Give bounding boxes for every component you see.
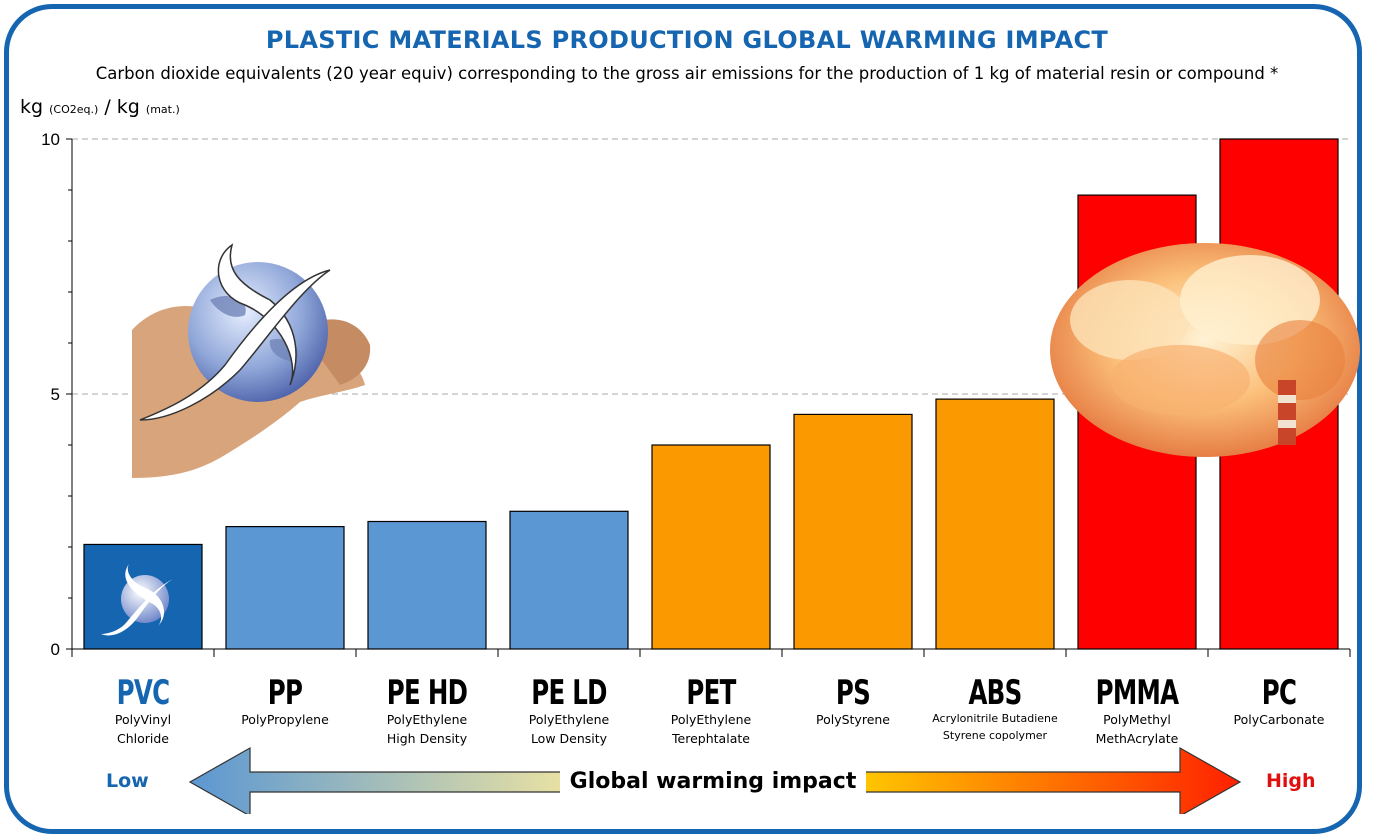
category-label: PE HD PolyEthylene High Density [357, 676, 497, 748]
category-name-line2: Styrene copolymer [942, 729, 1048, 742]
category-label: ABS Acrylonitrile Butadiene Styrene copoly… [925, 676, 1065, 744]
y-tick-label: 0 [51, 640, 60, 659]
y-unit-kg-1: kg [20, 96, 44, 118]
category-code: PET [686, 673, 736, 713]
category-code: PE HD [386, 673, 468, 713]
globe-logo-icon [101, 564, 173, 636]
category-code: PP [267, 673, 303, 713]
category-label: PVC PolyVinyl Chloride [73, 676, 213, 748]
category-code: PVC [116, 673, 170, 713]
bar-ps [793, 413, 913, 650]
bar-abs [935, 398, 1055, 650]
category-name-line1: PolyVinyl [114, 712, 172, 727]
category-name-line2: MethAcrylate [1095, 731, 1179, 746]
scale-high-label: High [1266, 770, 1316, 792]
y-tick-labels: 0 5 10 [41, 130, 60, 659]
hands-globe-image [132, 243, 371, 478]
category-code: PE LD [531, 673, 607, 713]
scale-impact-label: Global warming impact [560, 769, 866, 794]
category-name-line1: PolyStyrene [815, 712, 890, 727]
category-label: PET PolyEthylene Terephtalate [641, 676, 781, 748]
category-name-line1: PolyPropylene [241, 712, 329, 727]
category-label: PMMA PolyMethyl MethAcrylate [1067, 676, 1207, 748]
category-name-line1: PolyEthylene [386, 712, 468, 727]
category-name-line1: PolyCarbonate [1233, 712, 1325, 727]
chart-subtitle: Carbon dioxide equivalents (20 year equi… [95, 64, 1279, 83]
category-code: PMMA [1095, 673, 1179, 713]
y-tick-label: 10 [41, 130, 60, 149]
category-code: PC [1261, 673, 1297, 713]
bar-chart: 0 5 10 [41, 130, 1360, 814]
category-name-line2: Low Density [530, 731, 608, 746]
bar-pe-ld [509, 510, 629, 650]
y-axis-unit-label: kg (CO2eq.) / kg (mat.) [20, 96, 180, 118]
bar-pp [225, 525, 345, 650]
y-unit-kg-2: kg [116, 96, 140, 118]
category-code: PS [835, 673, 871, 713]
category-code: ABS [968, 673, 1022, 713]
scale-low-label: Low [106, 770, 149, 792]
category-name-line2: Terephtalate [672, 731, 750, 746]
y-unit-separator: / [104, 96, 111, 118]
y-unit-sub-co2: (CO2eq.) [49, 103, 99, 116]
category-name-line2: High Density [386, 731, 468, 746]
category-name-line1: PolyEthylene [528, 712, 610, 727]
category-name-line1: PolyEthylene [670, 712, 752, 727]
y-unit-sub-mat: (mat.) [145, 103, 180, 116]
bar-pe-hd [367, 520, 487, 650]
category-label: PE LD PolyEthylene Low Density [499, 676, 639, 748]
category-label: PS PolyStyrene [783, 676, 923, 729]
category-name-line1: PolyMethyl [1103, 712, 1171, 727]
chart-title: PLASTIC MATERIALS PRODUCTION GLOBAL WARM… [265, 26, 1109, 54]
category-name-line2: Chloride [116, 731, 169, 746]
category-name-line1: Acrylonitrile Butadiene [932, 712, 1058, 725]
bar-pet [651, 444, 771, 650]
category-label: PC PolyCarbonate [1209, 676, 1349, 729]
smokestack-pollution-image [1050, 243, 1360, 457]
category-label: PP PolyPropylene [215, 676, 355, 729]
y-tick-label: 5 [51, 385, 60, 404]
